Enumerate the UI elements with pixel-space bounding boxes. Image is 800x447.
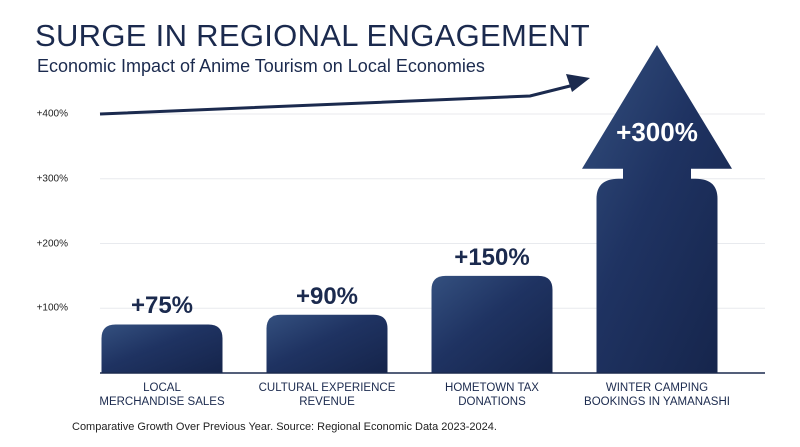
bar <box>582 45 732 373</box>
x-tick-label: HOMETOWN TAX DONATIONS <box>445 382 539 408</box>
y-tick-label: +100% <box>36 302 68 314</box>
source-note: Comparative Growth Over Previous Year. S… <box>72 421 497 433</box>
bar <box>431 275 553 373</box>
value-label: +75% <box>130 292 194 320</box>
x-tick-label: WINTER CAMPING BOOKINGS IN YAMANASHI <box>584 382 730 408</box>
chart-subtitle: Economic Impact of Anime Tourism on Loca… <box>37 56 485 76</box>
trend-arrow <box>99 82 579 116</box>
y-tick-label: +300% <box>36 173 68 185</box>
value-label: +150% <box>454 243 530 271</box>
value-label: +90% <box>295 282 359 310</box>
bar <box>101 324 223 373</box>
trend-arrow-head <box>566 74 590 92</box>
chart-title: SURGE IN REGIONAL ENGAGEMENT <box>35 18 591 53</box>
bar <box>266 314 388 373</box>
x-tick-label: CULTURAL EXPERIENCE REVENUE <box>258 382 396 408</box>
y-tick-label: +400% <box>36 108 68 120</box>
y-tick-label: +200% <box>36 238 68 249</box>
x-tick-label: LOCAL MERCHANDISE SALES <box>99 382 225 408</box>
value-label: +300% <box>616 117 698 147</box>
